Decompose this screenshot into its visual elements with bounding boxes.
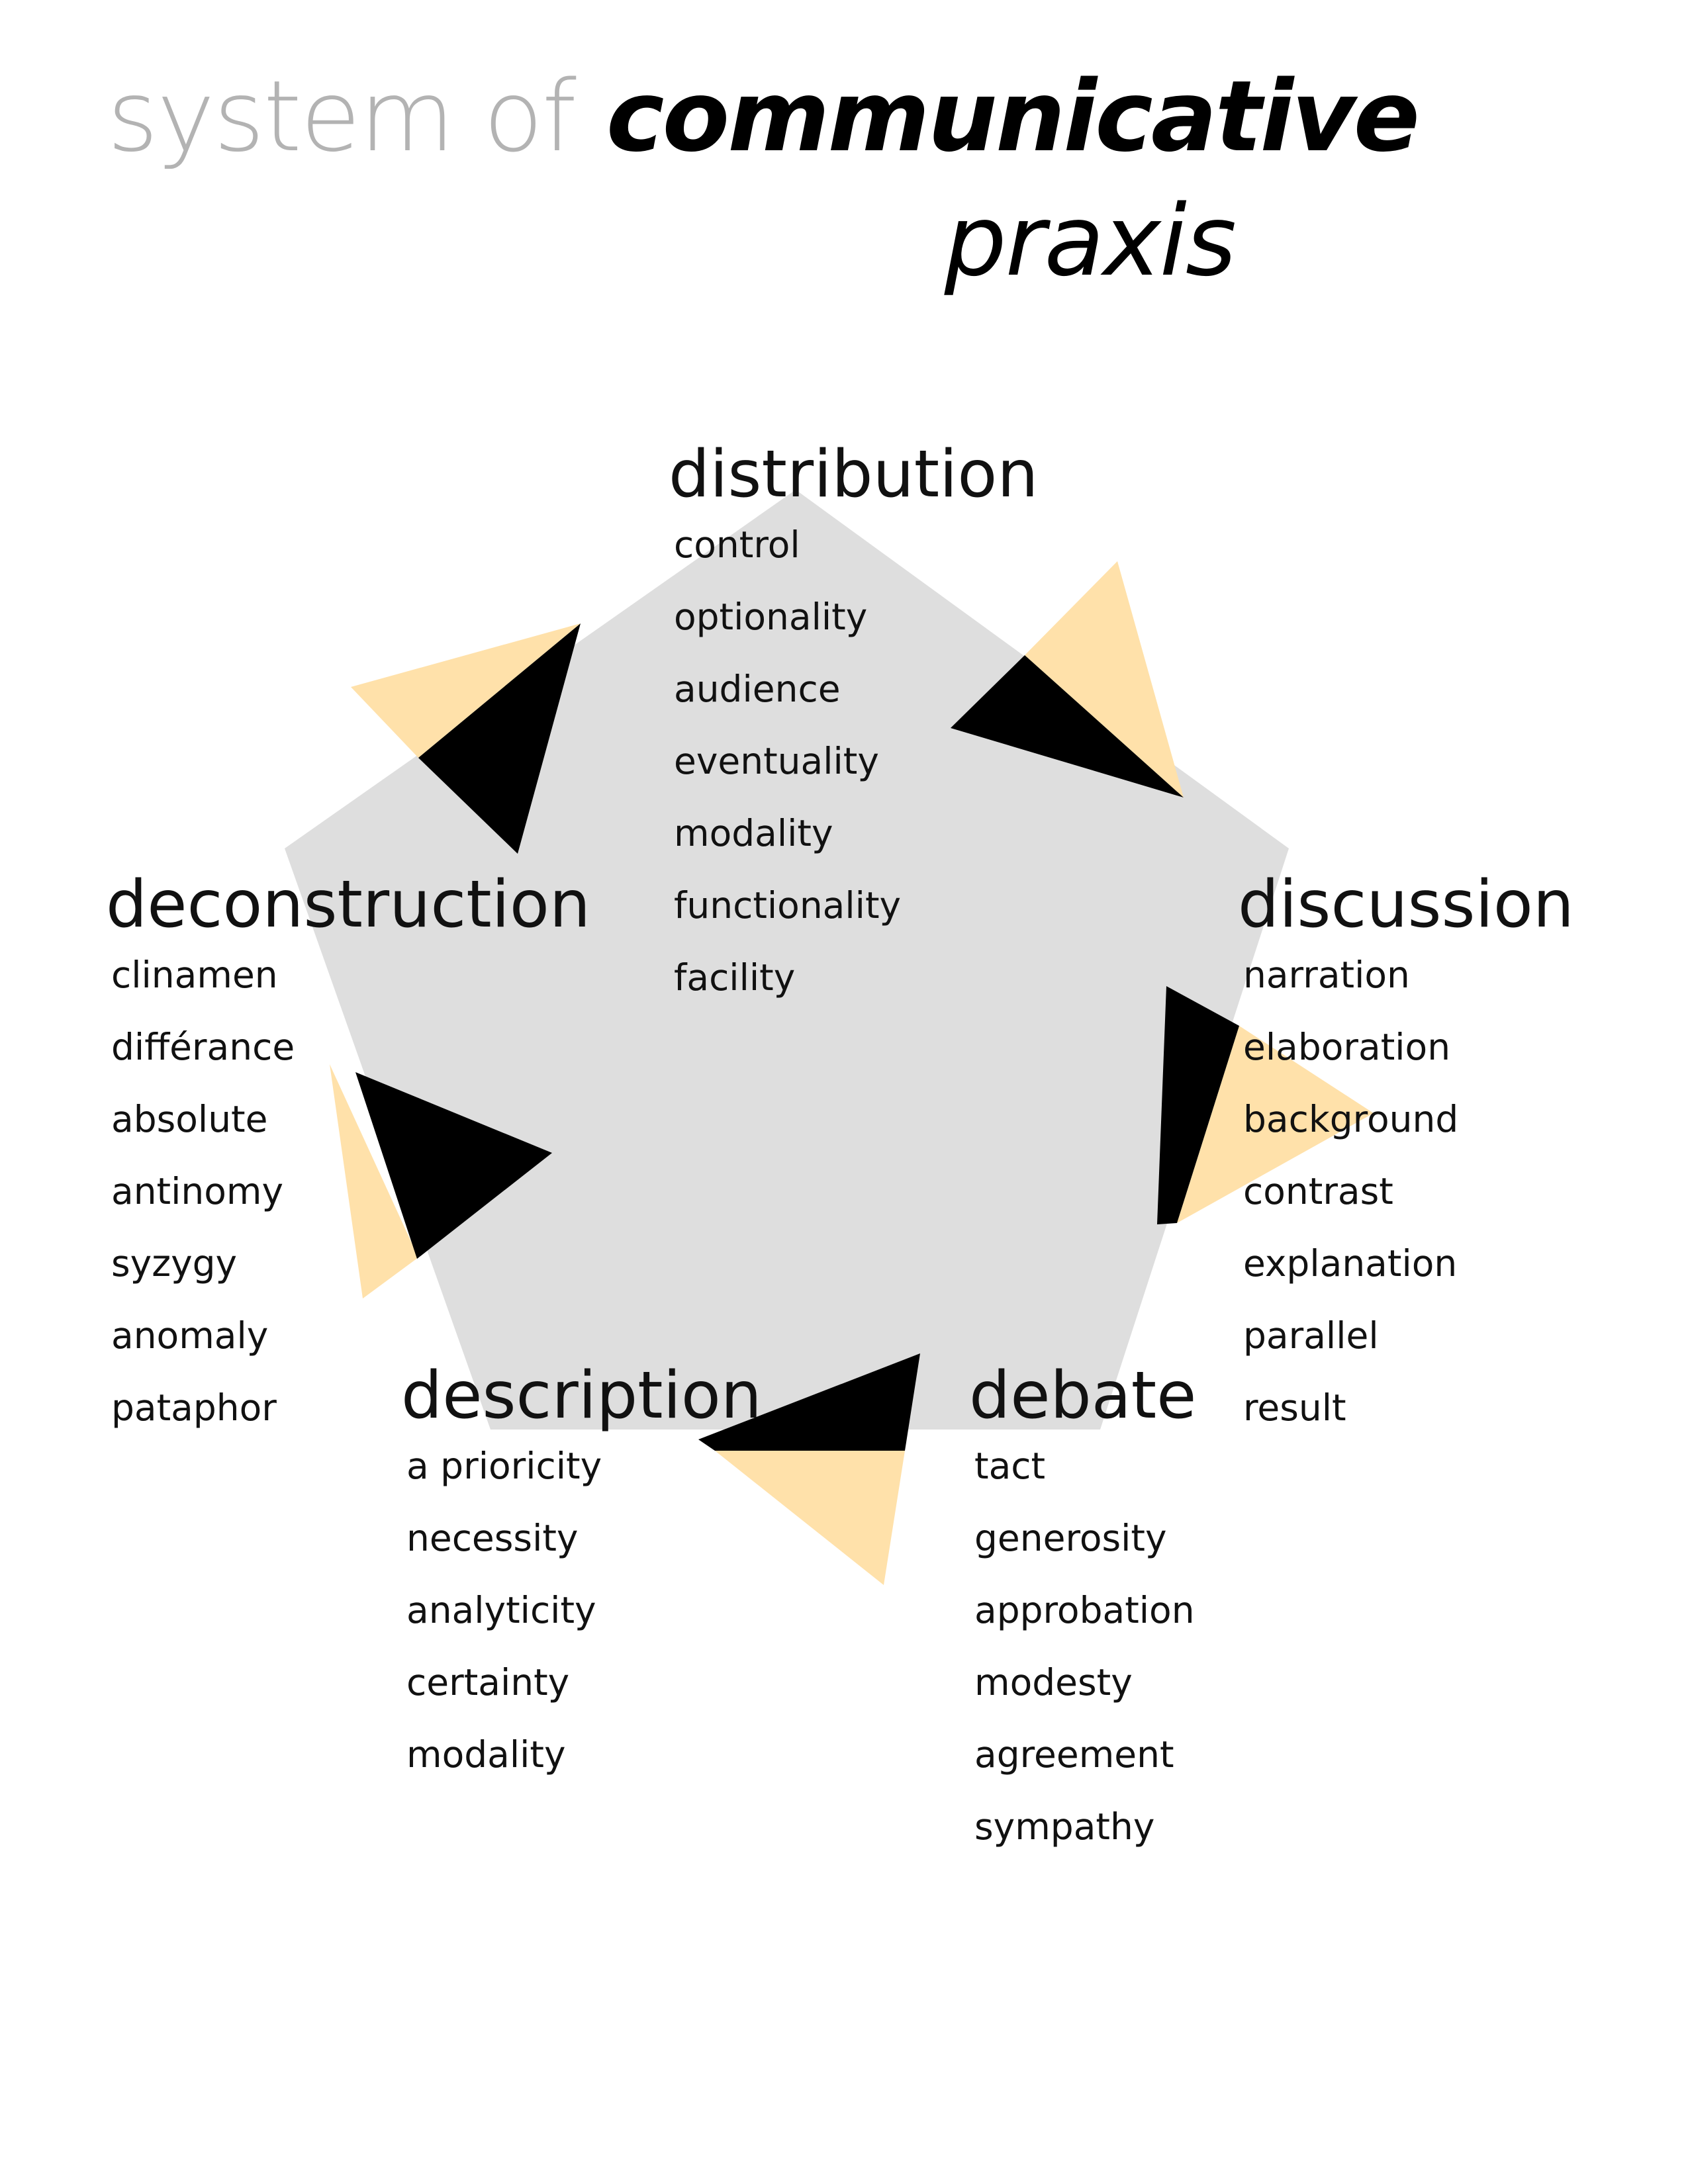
item-list-distribution: control optionality audience eventuality… — [669, 507, 1038, 1012]
group-deconstruction: deconstruction clinamen différance absol… — [106, 872, 590, 1442]
list-item: control — [674, 523, 800, 566]
list-item: absolute — [111, 1098, 268, 1140]
list-item: certainty — [406, 1661, 570, 1704]
title-emphasis: communicative — [606, 60, 1420, 173]
dark-triangle-top-right — [951, 655, 1184, 797]
list-item: agreement — [974, 1733, 1174, 1776]
list-item: syzygy — [111, 1242, 238, 1285]
list-item: antinomy — [111, 1170, 284, 1212]
list-item: background — [1243, 1098, 1459, 1140]
dark-triangle-left — [355, 1072, 552, 1259]
group-distribution: distribution control optionality audienc… — [669, 442, 1038, 1012]
list-item: anomaly — [111, 1314, 269, 1357]
list-item: necessity — [406, 1517, 579, 1559]
list-item: clinamen — [111, 954, 278, 996]
list-item: tact — [974, 1445, 1046, 1487]
list-item: audience — [674, 668, 841, 710]
group-heading-debate: debate — [969, 1358, 1197, 1433]
group-heading-description: description — [401, 1358, 762, 1433]
accent-triangle-top-left — [351, 623, 581, 758]
list-item: modality — [674, 812, 833, 854]
item-list-debate: tact generosity approbation modesty agre… — [969, 1428, 1196, 1861]
dark-triangle-top-left — [418, 623, 581, 854]
list-item: facility — [674, 956, 796, 999]
list-item: explanation — [1243, 1242, 1458, 1285]
dark-triangle-bottom — [698, 1353, 920, 1451]
group-debate: debate tact generosity approbation modes… — [969, 1363, 1196, 1861]
list-item: generosity — [974, 1517, 1167, 1559]
dark-triangle-right — [1157, 986, 1239, 1224]
accent-triangle-bottom — [715, 1451, 905, 1585]
accent-triangle-left — [330, 1064, 418, 1298]
list-item: modality — [406, 1733, 566, 1776]
list-item: modesty — [974, 1661, 1133, 1704]
list-item: result — [1243, 1387, 1346, 1429]
list-item: différance — [111, 1026, 295, 1068]
list-item: parallel — [1243, 1314, 1379, 1357]
list-item: contrast — [1243, 1170, 1393, 1212]
title-prefix: system of — [107, 60, 577, 173]
title-line-2: praxis — [944, 184, 1237, 298]
list-item: eventuality — [674, 740, 879, 782]
list-item: approbation — [974, 1589, 1195, 1631]
group-heading-discussion: discussion — [1238, 867, 1574, 942]
list-item: sympathy — [974, 1805, 1155, 1848]
item-list-deconstruction: clinamen différance absolute antinomy sy… — [106, 937, 590, 1442]
item-list-discussion: narration elaboration background contras… — [1238, 937, 1574, 1442]
accent-triangle-top-right — [1025, 561, 1184, 797]
list-item: functionality — [674, 884, 902, 927]
group-description: description a prioricity necessity analy… — [401, 1363, 762, 1789]
list-item: pataphor — [111, 1387, 277, 1429]
list-item: a prioricity — [406, 1445, 602, 1487]
group-discussion: discussion narration elaboration backgro… — [1238, 872, 1574, 1442]
group-heading-distribution: distribution — [669, 437, 1039, 512]
group-heading-deconstruction: deconstruction — [106, 867, 590, 942]
item-list-description: a prioricity necessity analyticity certa… — [401, 1428, 762, 1789]
list-item: narration — [1243, 954, 1410, 996]
list-item: elaboration — [1243, 1026, 1451, 1068]
list-item: optionality — [674, 596, 868, 638]
list-item: analyticity — [406, 1589, 596, 1631]
accent-triangle-right — [1177, 1026, 1374, 1223]
diagram-title: system of communicative — [107, 68, 1420, 165]
